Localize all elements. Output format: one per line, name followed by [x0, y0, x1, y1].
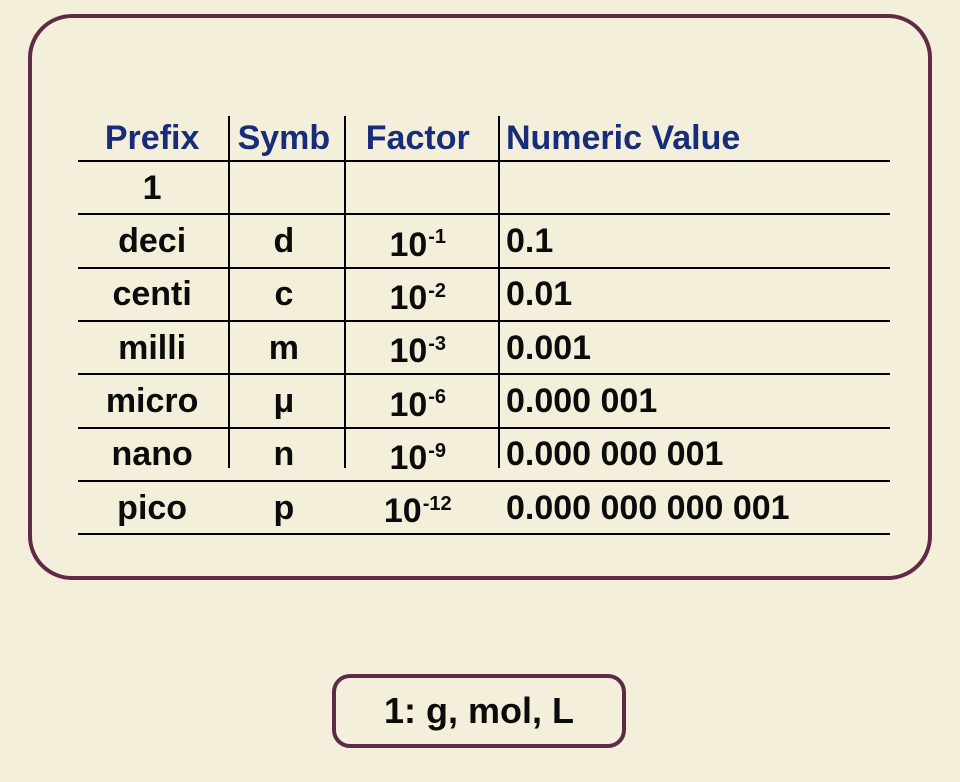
header-value: Numeric Value	[494, 116, 890, 161]
factor-exp: -2	[428, 280, 446, 302]
cell-factor: 10-6	[342, 374, 494, 427]
main-panel: Prefix Symb Factor Numeric Value 1 deci …	[28, 14, 932, 580]
factor-exp: -6	[428, 386, 446, 408]
cell-symb: m	[226, 321, 341, 374]
table-row: centi c 10-2 0.01	[78, 268, 890, 321]
table-row: 1	[78, 161, 890, 214]
cell-prefix: nano	[78, 428, 226, 481]
cell-factor: 10-1	[342, 214, 494, 267]
cell-factor: 10-3	[342, 321, 494, 374]
cell-value: 0.01	[494, 268, 890, 321]
unit-badge-text: 1: g, mol, L	[384, 690, 574, 731]
cell-prefix: deci	[78, 214, 226, 267]
cell-prefix: pico	[78, 481, 226, 534]
cell-prefix: centi	[78, 268, 226, 321]
unit-badge: 1: g, mol, L	[332, 674, 626, 748]
table-header-row: Prefix Symb Factor Numeric Value	[78, 116, 890, 161]
cell-value: 0.001	[494, 321, 890, 374]
cell-prefix: milli	[78, 321, 226, 374]
factor-base: 10	[384, 489, 422, 533]
factor-exp: -9	[428, 440, 446, 462]
header-symb: Symb	[226, 116, 341, 161]
table-row: deci d 10-1 0.1	[78, 214, 890, 267]
prefix-table: Prefix Symb Factor Numeric Value 1 deci …	[78, 116, 890, 535]
factor-exp: -3	[428, 333, 446, 355]
cell-value: 0.000 000 000 001	[494, 481, 890, 534]
table-row: milli m 10-3 0.001	[78, 321, 890, 374]
table-row: micro μ 10-6 0.000 001	[78, 374, 890, 427]
cell-value: 0.000 001	[494, 374, 890, 427]
cell-value: 0.000 000 001	[494, 428, 890, 481]
cell-value	[494, 161, 890, 214]
cell-prefix: 1	[78, 161, 226, 214]
cell-symb: c	[226, 268, 341, 321]
cell-factor: 10-12	[342, 481, 494, 534]
cell-symb: d	[226, 214, 341, 267]
cell-factor: 10-2	[342, 268, 494, 321]
table-row: pico p 10-12 0.000 000 000 001	[78, 481, 890, 534]
cell-symb: μ	[226, 374, 341, 427]
factor-base: 10	[389, 383, 427, 427]
cell-value: 0.1	[494, 214, 890, 267]
cell-symb: n	[226, 428, 341, 481]
factor-base: 10	[389, 223, 427, 267]
cell-factor: 10-9	[342, 428, 494, 481]
header-prefix: Prefix	[78, 116, 226, 161]
factor-base: 10	[389, 276, 427, 320]
cell-symb: p	[226, 481, 341, 534]
cell-symb	[226, 161, 341, 214]
table-row: nano n 10-9 0.000 000 001	[78, 428, 890, 481]
header-factor: Factor	[342, 116, 494, 161]
factor-base: 10	[389, 436, 427, 480]
cell-prefix: micro	[78, 374, 226, 427]
cell-factor	[342, 161, 494, 214]
factor-exp: -12	[423, 493, 452, 515]
factor-base: 10	[389, 329, 427, 373]
factor-exp: -1	[428, 226, 446, 248]
